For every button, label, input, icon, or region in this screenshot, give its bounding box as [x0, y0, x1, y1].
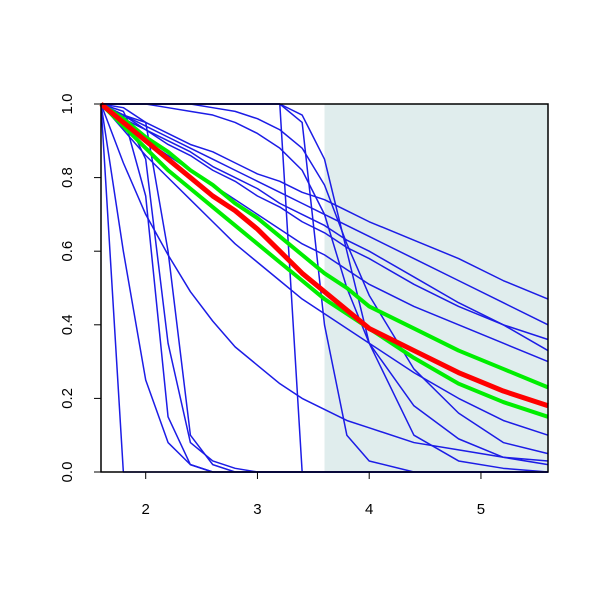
series-line	[100, 103, 549, 352]
y-tick-label: 1.0	[59, 94, 76, 115]
series-line	[100, 103, 549, 436]
x-tick-label: 2	[142, 501, 150, 518]
y-tick-label: 0.8	[59, 167, 76, 188]
series-line	[99, 102, 549, 390]
y-tick-label: 0.6	[59, 241, 76, 262]
series-line	[100, 103, 549, 326]
series-line	[99, 102, 549, 409]
series-line	[100, 103, 549, 462]
y-tick-label: 0.2	[59, 388, 76, 409]
series-line	[100, 103, 549, 341]
y-tick-label: 0.0	[59, 462, 76, 483]
x-tick-label: 4	[365, 501, 373, 518]
x-tick-label: 5	[477, 501, 485, 518]
series-line	[100, 103, 549, 300]
plot-frame	[100, 103, 549, 473]
y-tick-label: 0.4	[59, 314, 76, 335]
series-line	[101, 103, 549, 466]
shaded-region	[324, 104, 548, 472]
x-tick-label: 3	[253, 501, 261, 518]
series-line	[99, 102, 549, 419]
